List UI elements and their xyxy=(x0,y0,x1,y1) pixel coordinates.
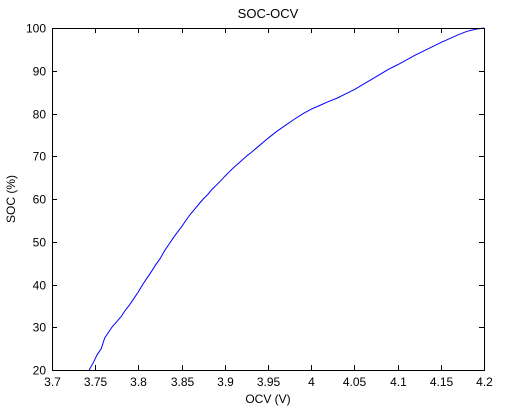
y-tick-label: 60 xyxy=(33,193,47,207)
x-tick-label: 3.9 xyxy=(217,375,234,389)
x-tick-label: 4.15 xyxy=(430,375,454,389)
x-tick-label: 4.2 xyxy=(476,375,493,389)
y-tick-label: 80 xyxy=(33,108,47,122)
chart-title: SOC-OCV xyxy=(238,6,299,21)
y-tick-label: 90 xyxy=(33,65,47,79)
x-tick-label: 3.85 xyxy=(171,375,195,389)
x-tick-label: 4 xyxy=(308,375,315,389)
plot-frame xyxy=(52,28,485,371)
x-tick-label: 3.75 xyxy=(84,375,108,389)
y-tick-label: 40 xyxy=(33,279,47,293)
plot-area xyxy=(52,28,484,370)
y-tick-label: 20 xyxy=(33,364,47,378)
x-axis-label: OCV (V) xyxy=(245,392,290,406)
x-tick-label: 4.05 xyxy=(343,375,367,389)
y-tick-label: 30 xyxy=(33,321,47,335)
y-tick-label: 100 xyxy=(26,22,46,36)
y-tick-label: 70 xyxy=(33,150,47,164)
series-line-soc-ocv xyxy=(88,27,485,371)
x-tick-label: 3.7 xyxy=(44,375,61,389)
y-axis-label: SOC (%) xyxy=(4,175,18,223)
y-tick-label: 50 xyxy=(33,236,47,250)
x-tick-label: 3.95 xyxy=(257,375,281,389)
x-tick-label: 3.8 xyxy=(130,375,147,389)
y-tick-labels: 20 30 40 50 60 70 80 90 100 xyxy=(26,22,46,378)
x-tick-labels: 3.7 3.75 3.8 3.85 3.9 3.95 4 4.05 4.1 4.15 4.2 xyxy=(44,375,493,389)
x-tick-label: 4.1 xyxy=(390,375,407,389)
